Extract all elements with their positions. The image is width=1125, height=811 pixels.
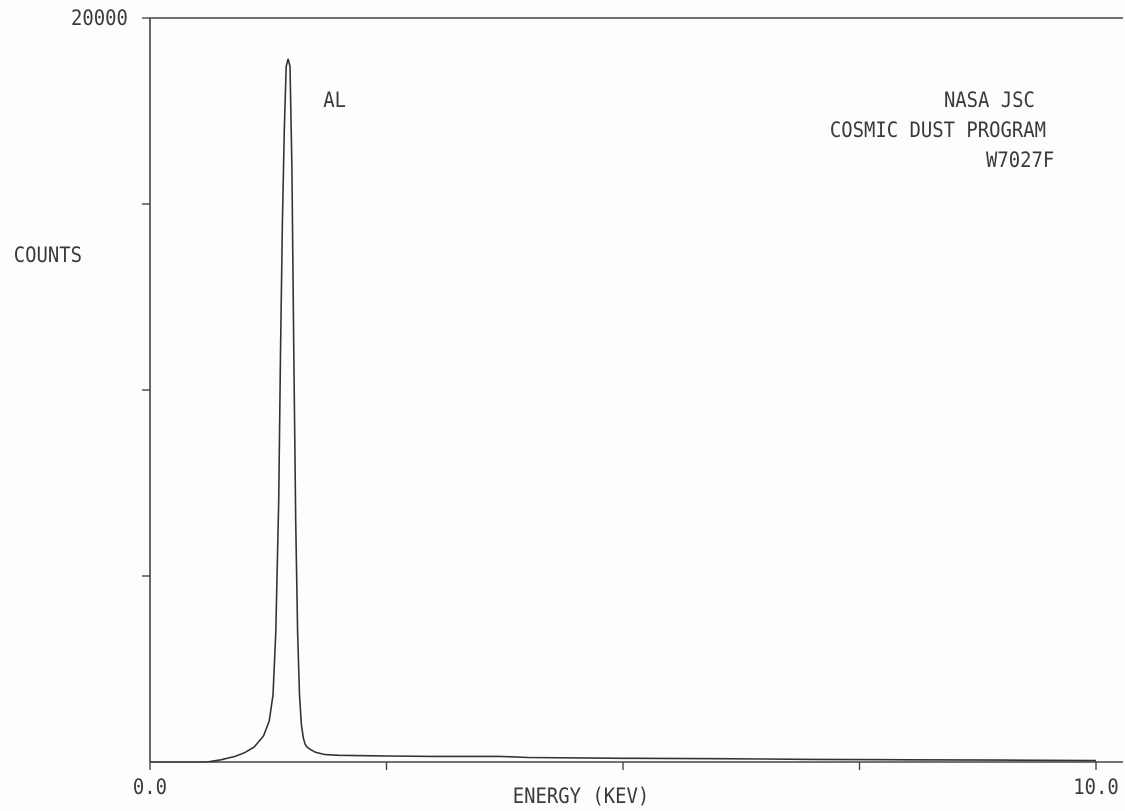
x-max-tick-label: 10.0 [1073,774,1118,799]
peak-label-al: AL [323,87,346,112]
x-min-tick-label: 0.0 [133,774,167,799]
y-ticks [142,17,150,577]
spectrum-trace [150,58,1097,763]
info-line-2: COSMIC DUST PROGRAM [830,117,1046,142]
x-ticks [149,762,1097,770]
info-line-3: W7027F [986,147,1054,172]
info-line-1: NASA JSC [944,87,1035,112]
x-axis-title: ENERGY (KEV) [513,783,649,808]
y-max-tick-label: 20000 [71,5,128,30]
y-axis-title: COUNTS [14,242,82,267]
